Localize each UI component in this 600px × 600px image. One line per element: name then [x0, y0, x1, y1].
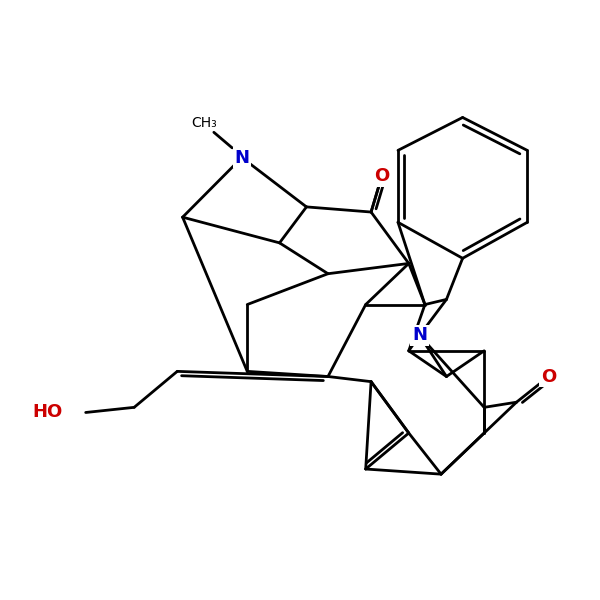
Text: N: N [412, 326, 427, 344]
Text: CH₃: CH₃ [191, 116, 217, 130]
Text: HO: HO [33, 403, 63, 421]
Text: O: O [541, 368, 556, 386]
Text: O: O [374, 167, 389, 185]
Text: N: N [235, 149, 250, 167]
